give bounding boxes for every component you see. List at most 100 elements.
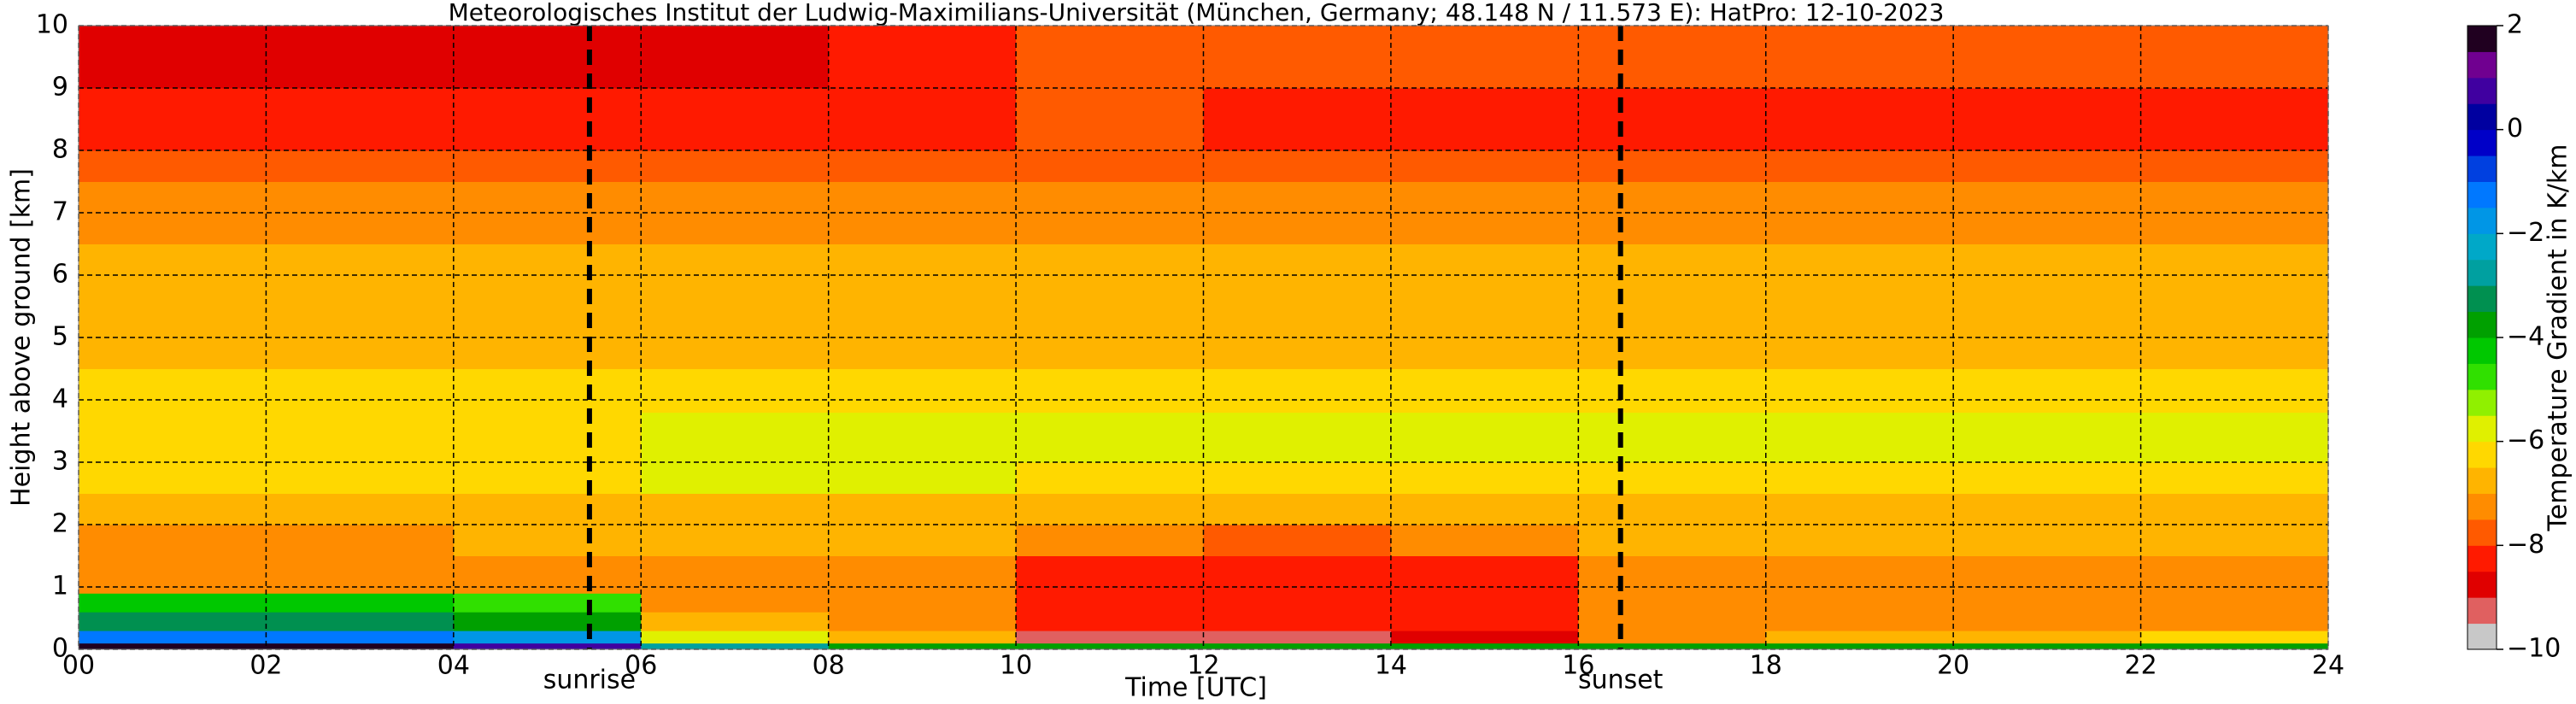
heatmap-cell	[1953, 26, 2142, 89]
heatmap-cell	[1578, 593, 1767, 613]
y-tick-label: 10	[36, 10, 68, 40]
x-tick-label: 08	[813, 651, 845, 681]
x-tick-label: 18	[1750, 651, 1782, 681]
heatmap-cell	[453, 368, 642, 414]
colorbar-segment	[2467, 415, 2497, 443]
heatmap-cell	[79, 88, 267, 151]
heatmap-cell	[2140, 26, 2329, 89]
heatmap-cell	[1578, 493, 1767, 525]
heatmap-cell	[1390, 612, 1579, 631]
y-tick-label: 1	[52, 572, 68, 601]
heatmap-cell	[266, 593, 455, 613]
heatmap-cell	[1390, 493, 1579, 525]
heatmap-cell	[1765, 555, 1954, 594]
heatmap-cell	[641, 642, 830, 650]
heatmap-cell	[1203, 612, 1392, 631]
heatmap-cell	[1203, 26, 1392, 89]
heatmap-cell	[1953, 612, 2142, 631]
heatmap-cell	[1390, 642, 1579, 650]
x-tick-label: 14	[1375, 651, 1407, 681]
heatmap-cell	[828, 462, 1017, 494]
heatmap-cell	[1765, 368, 1954, 414]
heatmap-cell	[1765, 642, 1954, 650]
heatmap-cell	[266, 412, 455, 463]
heatmap-cell	[1578, 612, 1767, 631]
x-tick-label: 04	[437, 651, 470, 681]
heatmap-cell	[1016, 631, 1204, 644]
colorbar-segment	[2467, 129, 2497, 156]
colorbar-segment	[2467, 207, 2497, 234]
heatmap-cell	[1203, 412, 1392, 463]
colorbar-tick-label: −6	[2507, 425, 2544, 455]
heatmap-cell	[1578, 368, 1767, 414]
heatmap-cell	[453, 642, 642, 650]
heatmap-cell	[828, 555, 1017, 594]
heatmap-cell	[1765, 26, 1954, 89]
heatmap-cell	[79, 642, 267, 650]
colorbar-segment	[2467, 155, 2497, 182]
heatmap-cell	[453, 412, 642, 463]
heatmap-cell	[1953, 493, 2142, 525]
heatmap-cell	[453, 493, 642, 525]
heatmap-cell	[1953, 412, 2142, 463]
heatmap-cell	[1203, 642, 1392, 650]
colorbar-segment	[2467, 545, 2497, 572]
heatmap-cell	[266, 525, 455, 556]
heatmap-cell	[1203, 368, 1392, 414]
heatmap-cell	[1765, 88, 1954, 151]
heatmap-cell	[453, 525, 642, 556]
y-tick-label: 7	[52, 197, 68, 227]
colorbar-segment	[2467, 311, 2497, 338]
heatmap-cell	[266, 612, 455, 631]
heatmap-cell	[453, 555, 642, 594]
heatmap-cell	[641, 593, 830, 613]
heatmap-cell	[1953, 150, 2142, 182]
heatmap-cell	[1390, 26, 1579, 89]
heatmap-cell	[641, 493, 830, 525]
y-tick-label: 6	[52, 260, 68, 290]
colorbar-segment	[2467, 441, 2497, 468]
heatmap-cell	[1578, 555, 1767, 594]
heatmap-cell	[2140, 88, 2329, 151]
heatmap-cell	[1016, 612, 1204, 631]
y-tick-label: 8	[52, 135, 68, 165]
heatmap-cell	[641, 612, 830, 631]
colorbar-segment	[2467, 51, 2497, 79]
x-tick-label: 00	[62, 651, 95, 681]
heatmap-cell	[453, 612, 642, 631]
heatmap-cell	[1953, 462, 2142, 494]
heatmap-cell	[828, 88, 1017, 151]
colorbar-segment	[2467, 571, 2497, 598]
heatmap-cell	[1953, 593, 2142, 613]
y-tick-label: 9	[52, 73, 68, 103]
heatmap-cell	[1765, 593, 1954, 613]
heatmap-cell	[1390, 631, 1579, 644]
heatmap-cell	[1016, 368, 1204, 414]
heatmap-cell	[641, 26, 830, 89]
heatmap-cell	[1765, 412, 1954, 463]
heatmap-cell	[1578, 631, 1767, 644]
x-tick-label: 16	[1562, 651, 1594, 681]
heatmap-cell	[1203, 493, 1392, 525]
heatmap-cell	[266, 631, 455, 644]
heatmap-cell	[266, 642, 455, 650]
heatmap-cell	[1016, 26, 1204, 89]
colorbar-segment	[2467, 233, 2497, 261]
colorbar-tick-label: −10	[2507, 634, 2561, 664]
heatmap-cell	[453, 462, 642, 494]
heatmap-cell	[79, 368, 267, 414]
heatmap-cell	[79, 150, 267, 182]
heatmap-cell	[1765, 525, 1954, 556]
heatmap-cell	[828, 368, 1017, 414]
heatmap-cell	[266, 493, 455, 525]
heatmap-cell	[1203, 150, 1392, 182]
colorbar-tick-label: −4	[2507, 322, 2544, 352]
heatmap-cell	[1953, 631, 2142, 644]
heatmap-cell	[1578, 88, 1767, 151]
colorbar-segment	[2467, 597, 2497, 625]
heatmap-cell	[1953, 525, 2142, 556]
heatmap-cell	[453, 88, 642, 151]
heatmap-cell	[641, 631, 830, 644]
y-tick-label: 4	[52, 384, 68, 414]
